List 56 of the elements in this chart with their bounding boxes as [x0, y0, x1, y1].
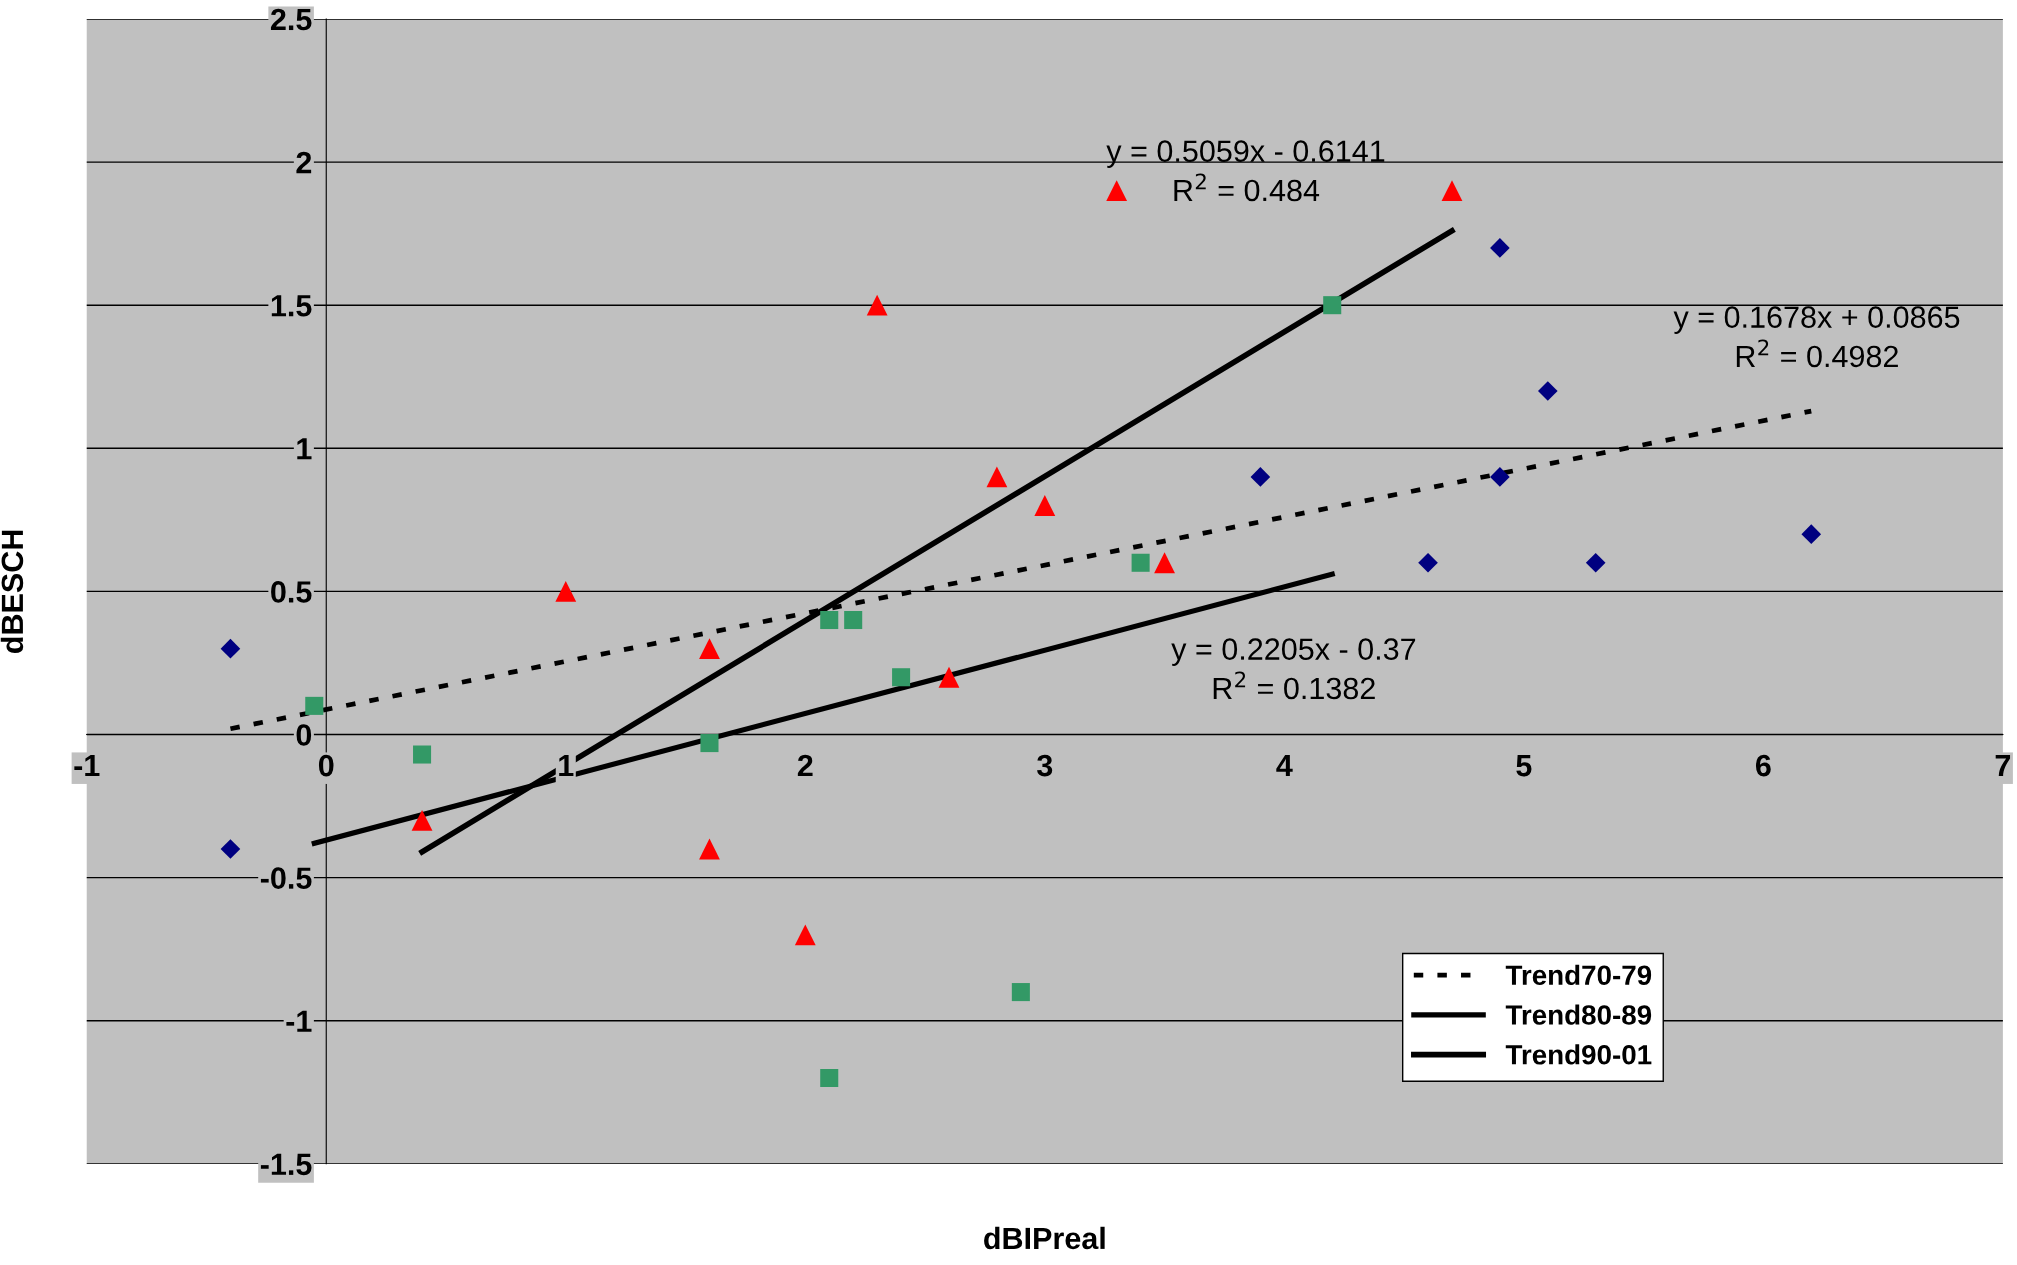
legend-label: Trend90-01 — [1505, 1044, 1652, 1065]
point — [844, 610, 863, 630]
point — [1131, 553, 1150, 572]
y-tick-label: -1 — [286, 1010, 312, 1032]
point — [820, 610, 839, 630]
point — [1418, 552, 1438, 573]
x-axis-title: dBIPreal — [984, 1226, 1105, 1250]
y-tick-label: 0 — [296, 724, 312, 746]
point — [866, 294, 888, 316]
y-tick-label: 2 — [296, 151, 312, 174]
x-tick-label: 2 — [797, 754, 813, 777]
point — [305, 696, 324, 715]
point — [1490, 467, 1510, 487]
y-tick-label: 1.5 — [271, 295, 312, 317]
point — [411, 809, 433, 831]
y-tick-label: -1.5 — [260, 1153, 312, 1176]
legend-label: Trend70-79 — [1505, 964, 1652, 986]
point — [1250, 467, 1271, 487]
legend-label: Trend80-89 — [1505, 1004, 1652, 1025]
y-tick-label: -0.5 — [260, 867, 312, 889]
point — [1034, 495, 1056, 516]
x-tick-label: 3 — [1037, 754, 1053, 777]
x-tick-label: 6 — [1755, 754, 1771, 777]
point — [220, 839, 241, 859]
annotation: y = 0.1678x + 0.0865 R$^{2}$ = 0.4982 — [1673, 306, 1960, 368]
x-tick-label: 4 — [1276, 755, 1293, 777]
point — [700, 734, 719, 753]
point — [220, 638, 241, 659]
point — [794, 924, 816, 946]
y-tick-label: 1 — [297, 438, 312, 460]
annotation: y = 0.2205x - 0.37 R$^{2}$ = 0.1382 — [1171, 638, 1416, 700]
point — [1801, 524, 1822, 544]
x-tick-label: 5 — [1516, 755, 1532, 777]
point — [413, 745, 432, 764]
point — [986, 466, 1008, 488]
x-tick-label: 1 — [559, 755, 574, 777]
point — [1537, 381, 1558, 401]
x-tick-label: -1 — [74, 755, 100, 777]
point — [938, 666, 960, 688]
y-tick-label: 0.5 — [271, 581, 312, 603]
point — [892, 668, 911, 687]
point — [1154, 552, 1175, 574]
point — [1323, 296, 1342, 315]
point — [1011, 983, 1030, 1002]
point — [1441, 180, 1463, 202]
y-tick-label: 2.5 — [270, 8, 312, 31]
point — [1490, 238, 1510, 258]
point — [1106, 180, 1128, 202]
point — [699, 838, 720, 860]
x-tick-label: 7 — [1995, 755, 2011, 777]
x-tick-label: 0 — [318, 754, 334, 777]
point — [1585, 552, 1606, 573]
point — [699, 638, 720, 660]
point — [555, 580, 577, 602]
point — [820, 1068, 839, 1087]
y-axis-title: dBESCH — [0, 530, 24, 653]
